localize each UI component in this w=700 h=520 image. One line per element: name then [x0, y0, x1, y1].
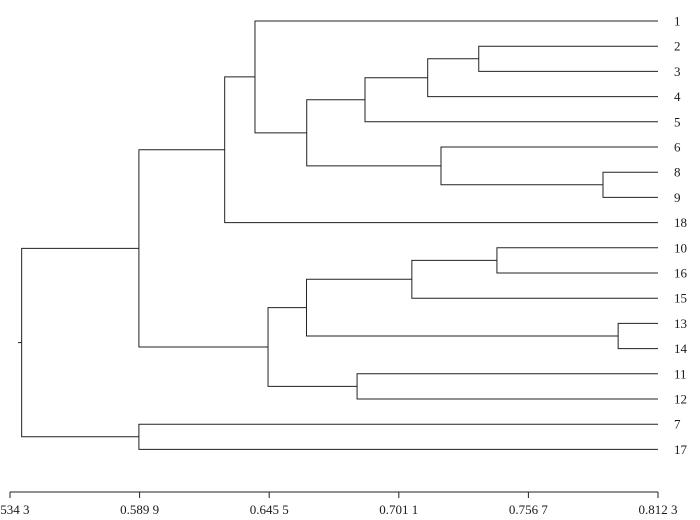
leaf-label: 10: [674, 240, 687, 255]
merge-m16: [138, 423, 658, 450]
leaf-label: 12: [674, 392, 687, 407]
leaf-label: 11: [674, 366, 687, 381]
merge-m4: [496, 247, 658, 274]
leaf-label: 6: [674, 140, 681, 155]
merge-m3: [617, 322, 658, 350]
merge-m15: [138, 149, 269, 348]
merge-m2: [602, 171, 658, 198]
x-tick-label: 0.589 9: [120, 502, 159, 517]
merge-m8: [306, 99, 441, 167]
x-tick-label: 0.756 7: [509, 502, 549, 517]
leaf-label: 18: [674, 215, 687, 230]
merge-m9: [254, 20, 658, 134]
dendrogram-branches: [18, 20, 658, 450]
x-tick-label: 0.534 3: [0, 502, 30, 517]
leaf-label: 14: [674, 341, 688, 356]
leaf-label: 4: [674, 89, 681, 104]
leaf-label: 13: [674, 316, 687, 331]
merge-m7: [440, 146, 658, 186]
leaf-label: 15: [674, 291, 687, 306]
merge-m11: [411, 259, 658, 299]
merge-m5: [427, 58, 658, 98]
leaf-label: 7: [674, 417, 681, 432]
leaf-label: 17: [674, 442, 688, 457]
leaf-label: 3: [674, 64, 681, 79]
x-tick-label: 0.701 1: [379, 502, 418, 517]
merge-m12: [305, 278, 619, 337]
merge-m14: [267, 307, 358, 387]
x-tick-label: 0.645 5: [250, 502, 289, 517]
leaf-label: 2: [674, 39, 681, 54]
merge-m1: [478, 45, 658, 72]
merge-m6: [364, 77, 658, 123]
leaf-label: 5: [674, 114, 681, 129]
x-axis: 0.534 3 0.589 9 0.645 5 0.701 1 0.756 7 0.812…: [0, 491, 678, 517]
merge-m13: [356, 373, 658, 400]
leaf-label: 9: [674, 190, 681, 205]
merge-m17: [21, 247, 139, 438]
x-tick-label: 0.812 3: [639, 502, 678, 517]
leaf-label: 1: [674, 14, 681, 29]
leaf-label: 16: [674, 266, 688, 281]
leaf-label: 8: [674, 165, 681, 180]
